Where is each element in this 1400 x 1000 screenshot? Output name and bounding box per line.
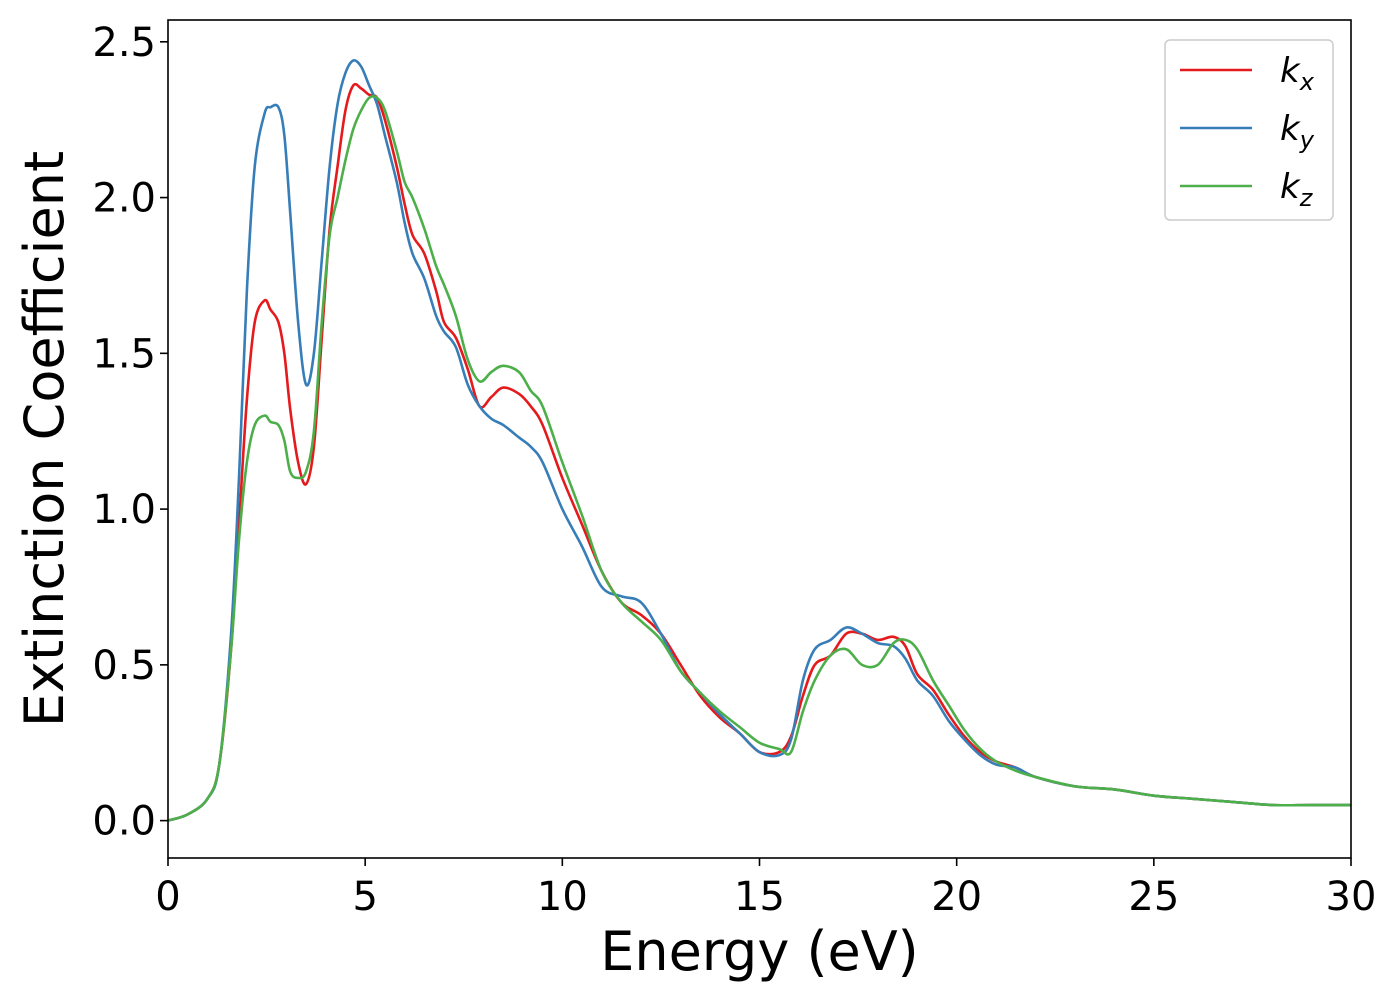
series-line-ky [168, 59, 1351, 822]
y-tick-label: 1.5 [92, 331, 156, 377]
x-tick-label: 15 [734, 874, 785, 920]
y-tick-label: 2.5 [92, 20, 156, 66]
x-tick-label: 30 [1326, 874, 1377, 920]
y-tick-label: 2.0 [92, 176, 156, 222]
x-tick-label: 5 [352, 874, 377, 920]
x-tick-label: 0 [155, 874, 180, 920]
x-tick-label: 20 [931, 874, 982, 920]
x-axis: 0 5 10 15 20 25 30 [155, 858, 1376, 920]
series-line-kz [168, 95, 1351, 822]
legend-label-ky: ky [1280, 109, 1315, 154]
series-layer [168, 59, 1351, 822]
legend: kx ky kz [1164, 39, 1334, 221]
legend-label-kz: kz [1280, 167, 1314, 212]
series-line-kx [168, 82, 1351, 822]
y-tick-label: 0.5 [92, 643, 156, 689]
legend-box [1164, 39, 1334, 221]
y-tick-label: 0.0 [92, 799, 156, 845]
x-tick-label: 25 [1128, 874, 1179, 920]
x-tick-label: 10 [537, 874, 588, 920]
y-tick-label: 1.0 [92, 487, 156, 533]
x-axis-title: Energy (eV) [600, 920, 919, 983]
y-axis: 0.0 0.5 1.0 1.5 2.0 2.5 [92, 20, 168, 845]
legend-label-kx: kx [1280, 51, 1315, 96]
y-axis-title: Extinction Coefficient [13, 151, 76, 727]
